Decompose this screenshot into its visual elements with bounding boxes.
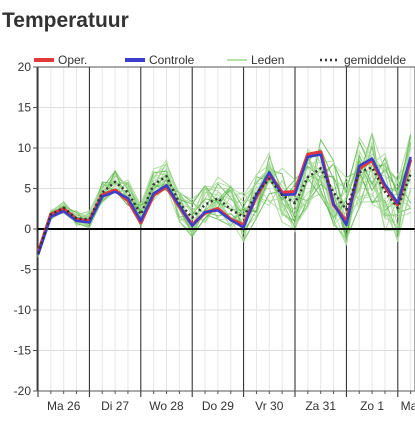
x-day-label: Za 31 xyxy=(305,399,336,413)
x-day-label: Di 27 xyxy=(101,399,129,413)
x-day-label: Do 29 xyxy=(202,399,234,413)
y-tick-label: 15 xyxy=(18,101,32,115)
x-day-label: Wo 28 xyxy=(149,399,184,413)
y-tick-label: -15 xyxy=(14,344,32,358)
y-tick-label: 20 xyxy=(18,60,32,74)
y-tick-label: -10 xyxy=(14,303,32,317)
chart-title: Temperatuur xyxy=(2,9,129,32)
legend-label: gemiddelde xyxy=(344,53,406,67)
legend-label: Leden xyxy=(251,53,284,67)
y-tick-label: -20 xyxy=(14,384,32,398)
x-day-label: Ma 26 xyxy=(47,399,81,413)
plot-border xyxy=(36,66,415,392)
y-tick-label: 0 xyxy=(24,222,31,236)
x-day-label: Ma xyxy=(401,399,415,413)
y-tick-label: 10 xyxy=(18,141,32,155)
y-tick-label: 5 xyxy=(24,182,31,196)
legend-label: Oper. xyxy=(58,53,87,67)
series-line-gemiddelde xyxy=(36,166,412,254)
legend-label: Controle xyxy=(149,53,195,67)
y-tick-label: -5 xyxy=(20,263,31,277)
series-line-controle xyxy=(36,153,412,256)
ensemble-member-line xyxy=(37,148,412,255)
x-day-label: Zo 1 xyxy=(360,399,384,413)
x-day-label: Vr 30 xyxy=(255,399,284,413)
